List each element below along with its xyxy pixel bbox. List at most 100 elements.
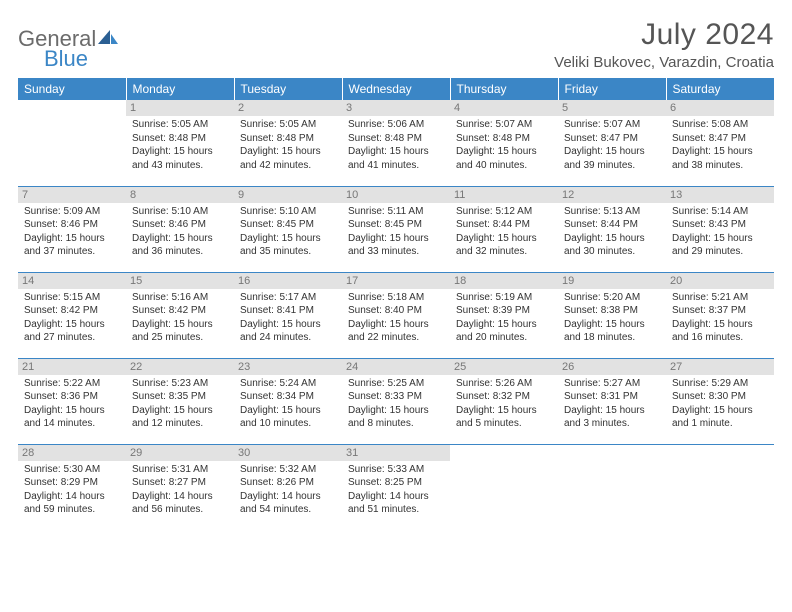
title-block: July 2024 Veliki Bukovec, Varazdin, Croa… (554, 18, 774, 71)
logo-text-wrap: General Blue (18, 26, 120, 72)
location-text: Veliki Bukovec, Varazdin, Croatia (554, 54, 774, 71)
calendar-cell: 28 Sunrise: 5:30 AMSunset: 8:29 PMDayligh… (18, 444, 126, 530)
day-number: 28 (18, 445, 126, 461)
weekday-header: Thursday (450, 78, 558, 100)
calendar-cell: 1Sunrise: 5:05 AMSunset: 8:48 PMDaylight… (126, 100, 234, 186)
day-number: 31 (342, 445, 450, 461)
day-number: 16 (234, 273, 342, 289)
day-details: Sunrise: 5:23 AMSunset: 8:35 PMDaylight:… (132, 377, 228, 431)
day-number: 27 (666, 359, 774, 375)
weekday-header: Monday (126, 78, 234, 100)
day-details: Sunrise: 5:30 AMSunset: 8:29 PMDaylight:… (24, 463, 120, 517)
day-details: Sunrise: 5:20 AMSunset: 8:38 PMDaylight:… (564, 291, 660, 345)
calendar-cell: 13 Sunrise: 5:14 AMSunset: 8:43 PMDayligh… (666, 186, 774, 272)
day-details: Sunrise: 5:10 AMSunset: 8:45 PMDaylight:… (240, 205, 336, 259)
day-details: Sunrise: 5:29 AMSunset: 8:30 PMDaylight:… (672, 377, 768, 431)
day-details: Sunrise: 5:18 AMSunset: 8:40 PMDaylight:… (348, 291, 444, 345)
day-details: Sunrise: 5:10 AMSunset: 8:46 PMDaylight:… (132, 205, 228, 259)
calendar-cell: 25 Sunrise: 5:26 AMSunset: 8:32 PMDayligh… (450, 358, 558, 444)
day-number: 3 (342, 100, 450, 116)
day-number (666, 445, 774, 449)
calendar-cell: 16 Sunrise: 5:17 AMSunset: 8:41 PMDayligh… (234, 272, 342, 358)
weekday-header-row: Sunday Monday Tuesday Wednesday Thursday… (18, 78, 774, 100)
day-details: Sunrise: 5:05 AMSunset: 8:48 PMDaylight:… (240, 118, 336, 172)
calendar-row: 1 Sunrise: 5:05 AMSunset: 8:48 PMDaylight… (18, 100, 774, 186)
calendar-cell: 31 Sunrise: 5:33 AMSunset: 8:25 PMDayligh… (342, 444, 450, 530)
day-details: Sunrise: 5:15 AMSunset: 8:42 PMDaylight:… (24, 291, 120, 345)
calendar-cell: 20Sunrise: 5:21 AMSunset: 8:37 PMDayligh… (666, 272, 774, 358)
day-number: 1 (126, 100, 234, 116)
day-number: 13 (666, 187, 774, 203)
calendar-cell: 14 Sunrise: 5:15 AMSunset: 8:42 PMDayligh… (18, 272, 126, 358)
day-details: Sunrise: 5:27 AMSunset: 8:31 PMDaylight:… (564, 377, 660, 431)
calendar-row: 28 Sunrise: 5:30 AMSunset: 8:29 PMDayligh… (18, 444, 774, 530)
day-number: 8 (126, 187, 234, 203)
day-number: 12 (558, 187, 666, 203)
calendar-cell: 23Sunrise: 5:24 AMSunset: 8:34 PMDayligh… (234, 358, 342, 444)
calendar-cell (450, 444, 558, 530)
weekday-header: Saturday (666, 78, 774, 100)
calendar-cell: 3 Sunrise: 5:06 AMSunset: 8:48 PMDaylight… (342, 100, 450, 186)
day-details: Sunrise: 5:14 AMSunset: 8:43 PMDaylight:… (672, 205, 768, 259)
day-number: 29 (126, 445, 234, 461)
day-number: 6 (666, 100, 774, 116)
calendar-cell: 27 Sunrise: 5:29 AMSunset: 8:30 PMDayligh… (666, 358, 774, 444)
day-details: Sunrise: 5:33 AMSunset: 8:25 PMDaylight:… (348, 463, 444, 517)
day-details: Sunrise: 5:32 AMSunset: 8:26 PMDaylight:… (240, 463, 336, 517)
day-details: Sunrise: 5:07 AMSunset: 8:48 PMDaylight:… (456, 118, 552, 172)
weekday-header: Sunday (18, 78, 126, 100)
day-number: 15 (126, 273, 234, 289)
day-details: Sunrise: 5:09 AMSunset: 8:46 PMDaylight:… (24, 205, 120, 259)
calendar-cell: 9 Sunrise: 5:10 AMSunset: 8:45 PMDaylight… (234, 186, 342, 272)
calendar-cell (18, 100, 126, 186)
day-details: Sunrise: 5:06 AMSunset: 8:48 PMDaylight:… (348, 118, 444, 172)
day-number: 5 (558, 100, 666, 116)
logo-word-blue: Blue (44, 46, 120, 72)
day-number: 21 (18, 359, 126, 375)
weekday-header: Friday (558, 78, 666, 100)
calendar-cell: 12Sunrise: 5:13 AMSunset: 8:44 PMDayligh… (558, 186, 666, 272)
day-details: Sunrise: 5:08 AMSunset: 8:47 PMDaylight:… (672, 118, 768, 172)
calendar-cell: 30 Sunrise: 5:32 AMSunset: 8:26 PMDayligh… (234, 444, 342, 530)
day-number: 20 (666, 273, 774, 289)
day-details: Sunrise: 5:12 AMSunset: 8:44 PMDaylight:… (456, 205, 552, 259)
day-number (558, 445, 666, 449)
day-number: 26 (558, 359, 666, 375)
day-number: 14 (18, 273, 126, 289)
day-details: Sunrise: 5:19 AMSunset: 8:39 PMDaylight:… (456, 291, 552, 345)
day-details: Sunrise: 5:22 AMSunset: 8:36 PMDaylight:… (24, 377, 120, 431)
weekday-header: Wednesday (342, 78, 450, 100)
calendar-cell: 29Sunrise: 5:31 AMSunset: 8:27 PMDayligh… (126, 444, 234, 530)
calendar-cell: 6 Sunrise: 5:08 AMSunset: 8:47 PMDaylight… (666, 100, 774, 186)
day-number: 10 (342, 187, 450, 203)
day-details: Sunrise: 5:11 AMSunset: 8:45 PMDaylight:… (348, 205, 444, 259)
calendar-cell (666, 444, 774, 530)
day-number: 24 (342, 359, 450, 375)
calendar-cell: 4 Sunrise: 5:07 AMSunset: 8:48 PMDaylight… (450, 100, 558, 186)
day-number: 9 (234, 187, 342, 203)
day-number: 18 (450, 273, 558, 289)
day-number: 25 (450, 359, 558, 375)
sail-icon (96, 28, 120, 46)
month-title: July 2024 (554, 18, 774, 52)
weekday-header: Tuesday (234, 78, 342, 100)
day-number: 2 (234, 100, 342, 116)
calendar-cell: 18 Sunrise: 5:19 AMSunset: 8:39 PMDayligh… (450, 272, 558, 358)
day-number (450, 445, 558, 449)
day-number: 22 (126, 359, 234, 375)
day-details: Sunrise: 5:17 AMSunset: 8:41 PMDaylight:… (240, 291, 336, 345)
day-number: 30 (234, 445, 342, 461)
calendar-row: 21 Sunrise: 5:22 AMSunset: 8:36 PMDayligh… (18, 358, 774, 444)
calendar-cell: 22 Sunrise: 5:23 AMSunset: 8:35 PMDayligh… (126, 358, 234, 444)
day-details: Sunrise: 5:07 AMSunset: 8:47 PMDaylight:… (564, 118, 660, 172)
calendar-cell: 7Sunrise: 5:09 AMSunset: 8:46 PMDaylight… (18, 186, 126, 272)
calendar-cell: 11Sunrise: 5:12 AMSunset: 8:44 PMDayligh… (450, 186, 558, 272)
day-details: Sunrise: 5:16 AMSunset: 8:42 PMDaylight:… (132, 291, 228, 345)
calendar-cell: 21 Sunrise: 5:22 AMSunset: 8:36 PMDayligh… (18, 358, 126, 444)
calendar-cell: 10 Sunrise: 5:11 AMSunset: 8:45 PMDayligh… (342, 186, 450, 272)
calendar-cell: 15 Sunrise: 5:16 AMSunset: 8:42 PMDayligh… (126, 272, 234, 358)
calendar-cell: 8 Sunrise: 5:10 AMSunset: 8:46 PMDaylight… (126, 186, 234, 272)
day-number: 4 (450, 100, 558, 116)
day-details: Sunrise: 5:26 AMSunset: 8:32 PMDaylight:… (456, 377, 552, 431)
calendar-cell: 19Sunrise: 5:20 AMSunset: 8:38 PMDayligh… (558, 272, 666, 358)
